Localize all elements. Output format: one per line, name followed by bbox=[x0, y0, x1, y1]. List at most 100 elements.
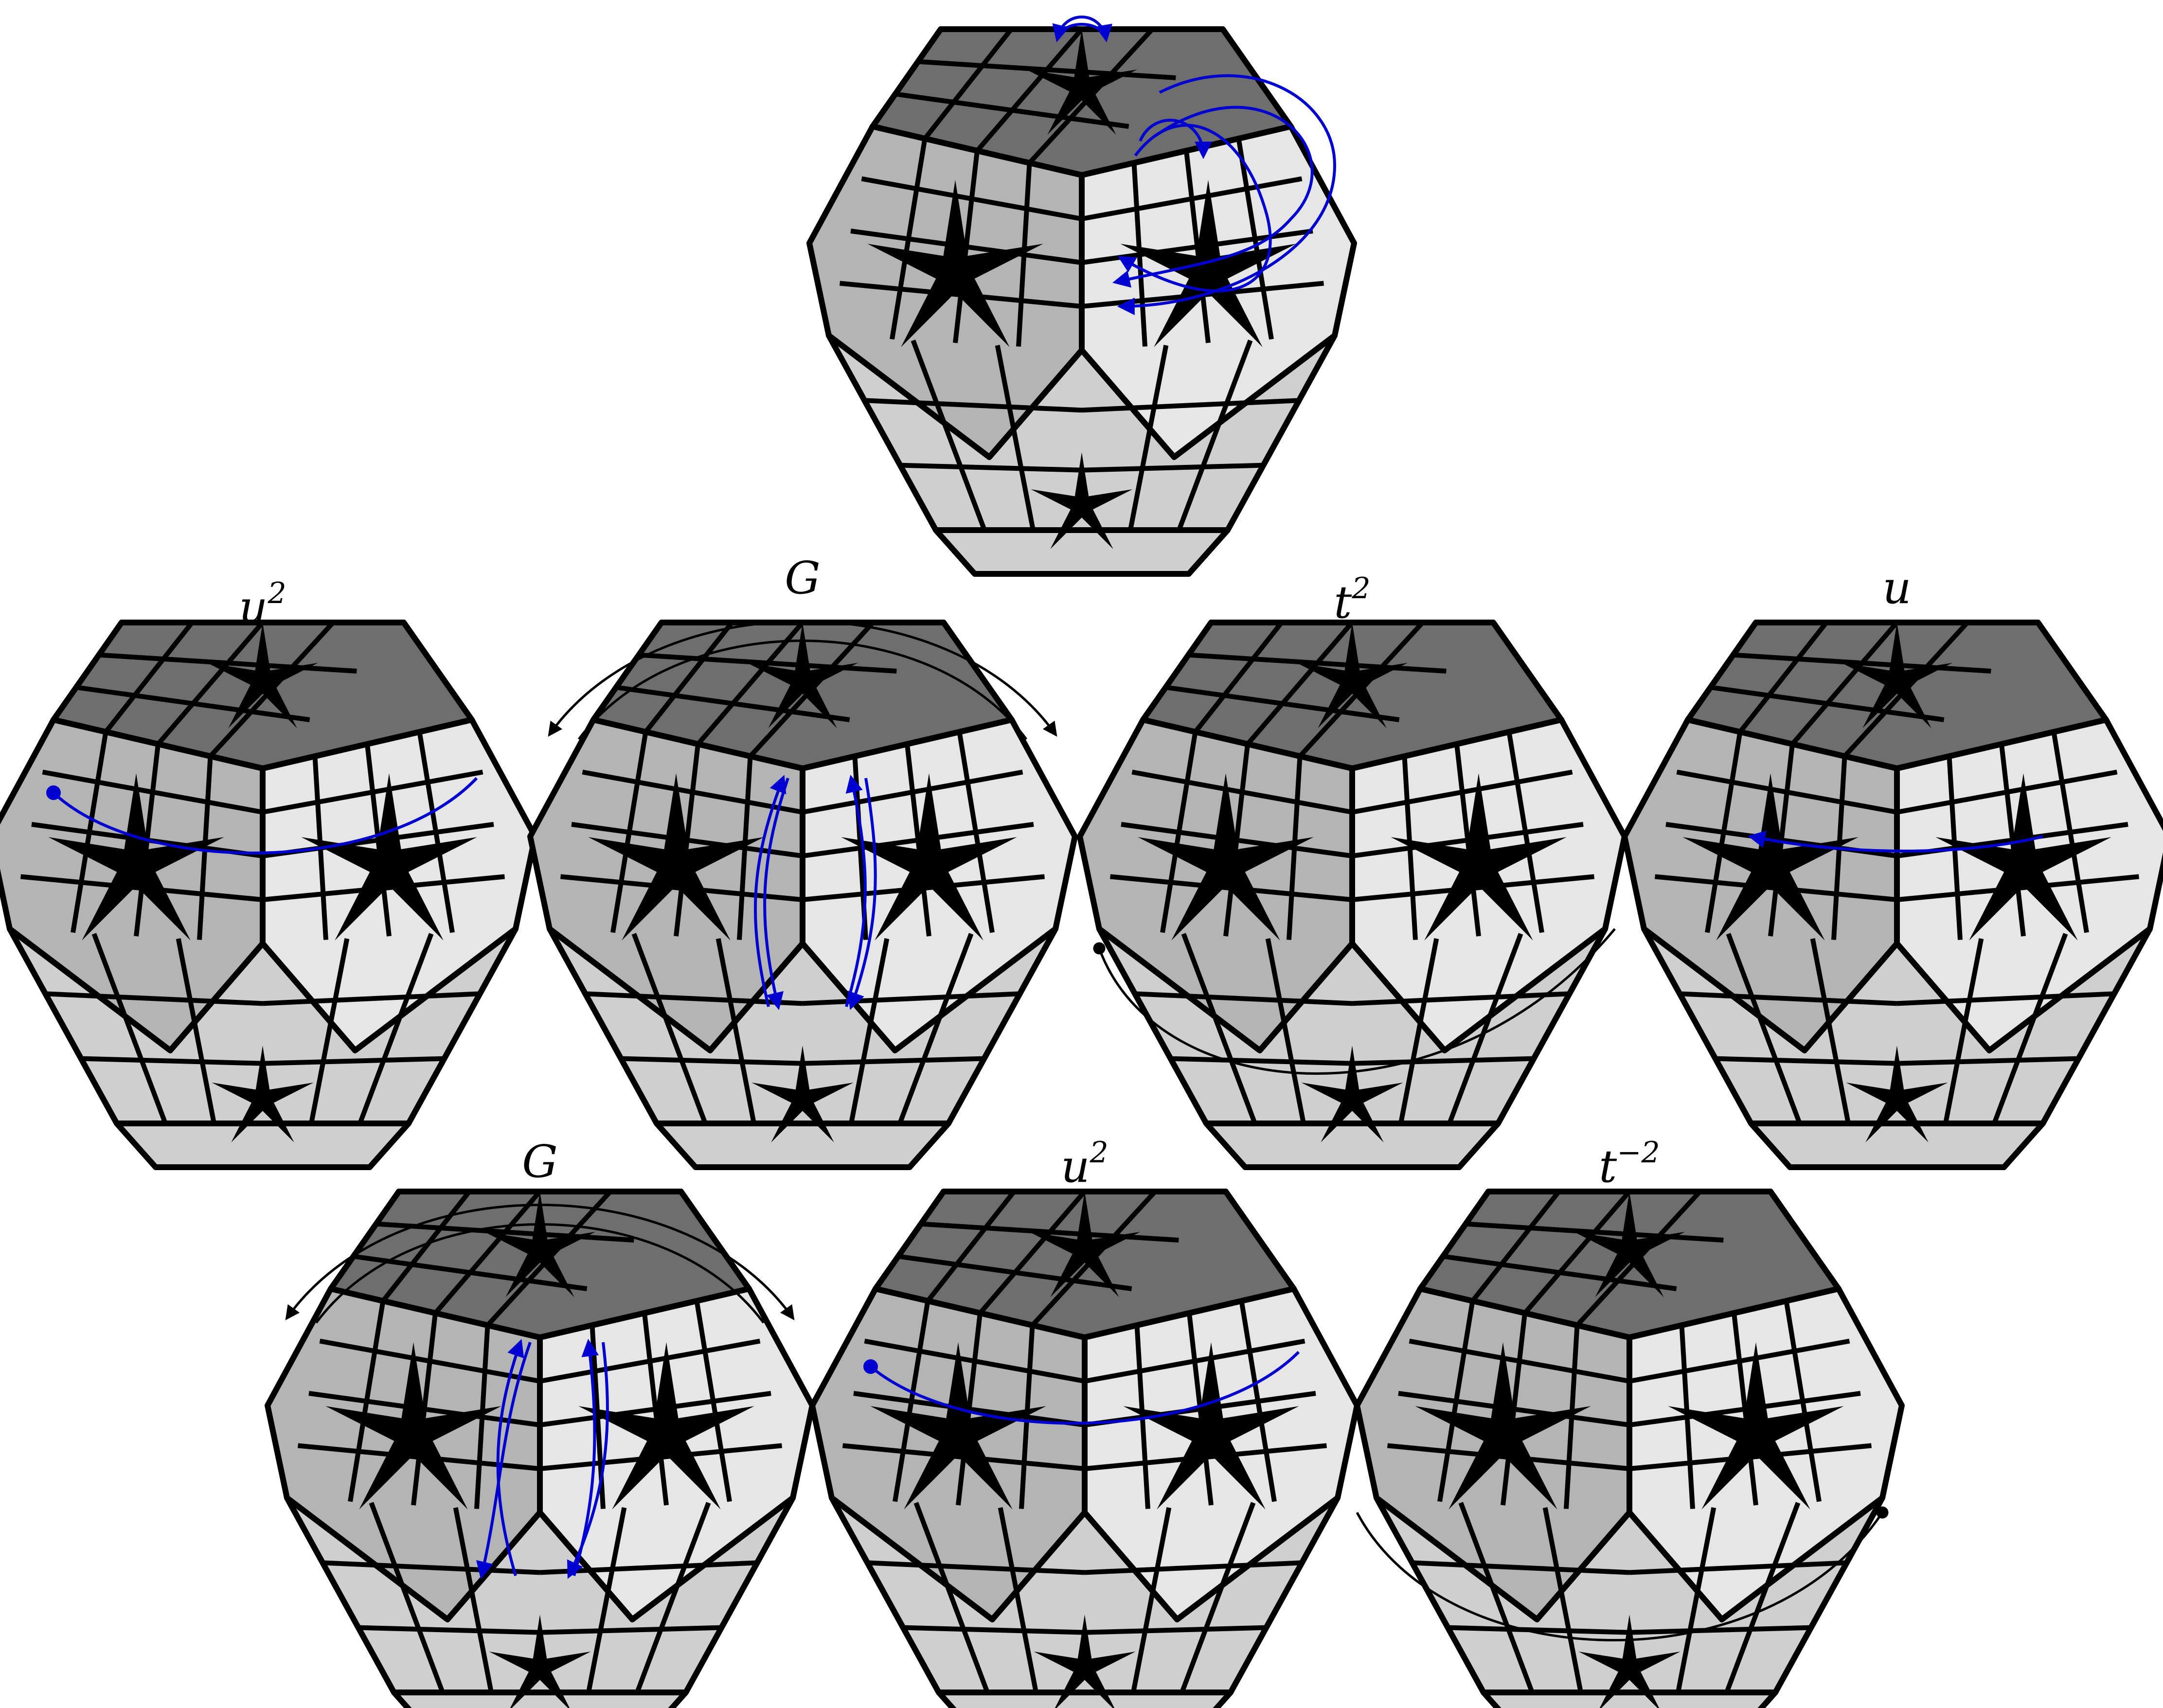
facelet-edge bbox=[353, 1254, 588, 1291]
left-center-star bbox=[48, 773, 224, 941]
right-center-star bbox=[578, 1342, 754, 1510]
facelet-edge bbox=[911, 339, 987, 531]
facelet-edge bbox=[1676, 769, 1897, 815]
right-center-star bbox=[1123, 1342, 1299, 1510]
bottom-rim-face bbox=[654, 1121, 951, 1170]
left-center-star bbox=[325, 1342, 501, 1510]
facelet-edge bbox=[1081, 463, 1264, 473]
facelet-edge bbox=[1676, 1507, 1716, 1693]
facelet-edge bbox=[715, 938, 756, 1124]
right-center-star bbox=[1391, 773, 1567, 941]
facelet-edge bbox=[99, 652, 357, 674]
facelet-edge bbox=[639, 652, 897, 674]
facelet-edge bbox=[104, 621, 194, 734]
facelet-edge bbox=[975, 27, 1084, 153]
facelet-edge bbox=[358, 1625, 540, 1635]
facelet-edge bbox=[1084, 1560, 1302, 1575]
facelet-edge bbox=[802, 1056, 984, 1066]
facelet-edge bbox=[1084, 1625, 1267, 1635]
facelet-edge bbox=[376, 1221, 634, 1243]
facelet-edge bbox=[1810, 938, 1851, 1124]
right-center-star bbox=[841, 773, 1017, 941]
facelet-edge bbox=[1181, 933, 1257, 1124]
facelet-edge bbox=[1470, 1190, 1561, 1303]
bottom-rim-face bbox=[1748, 1121, 2046, 1170]
facelet-edge bbox=[539, 1625, 722, 1635]
bottom-center-star bbox=[1578, 1615, 1680, 1708]
left-center-star bbox=[1682, 773, 1859, 941]
facelet-edge bbox=[369, 1502, 445, 1693]
facelet-edge bbox=[1398, 1391, 1630, 1427]
bottom-rim-face bbox=[933, 527, 1231, 577]
facelet-edge bbox=[1790, 621, 1899, 746]
facelet-edge bbox=[850, 229, 1082, 265]
facelet-edge bbox=[1409, 1338, 1630, 1384]
facelet-edge bbox=[1896, 991, 2114, 1006]
move-label: u bbox=[1882, 562, 1911, 614]
facelet-edge bbox=[897, 1254, 1132, 1291]
top-center-star bbox=[1841, 623, 1953, 729]
facelet-edge bbox=[1629, 1338, 1850, 1384]
facelet-edge bbox=[1738, 621, 1828, 734]
panel-step-6: u2 bbox=[809, 1136, 1360, 1708]
facelet-edge bbox=[1165, 685, 1400, 722]
facelet-edge bbox=[1458, 1502, 1535, 1693]
move-label: t−2 bbox=[1599, 1136, 1660, 1192]
facelet-edge bbox=[571, 822, 803, 858]
top-center-star bbox=[1029, 1192, 1141, 1298]
u-slice-arrow bbox=[863, 1351, 1300, 1425]
facelet-edge bbox=[262, 769, 483, 815]
facelet-edge bbox=[802, 769, 1023, 815]
facelet-edge bbox=[897, 933, 974, 1124]
facelet-edge bbox=[75, 685, 310, 722]
facelet-edge bbox=[1128, 345, 1169, 531]
facelet-edge bbox=[921, 1221, 1179, 1243]
facelet-edge bbox=[802, 991, 1020, 1006]
facelet-edge bbox=[1724, 1502, 1801, 1693]
facelet-edge bbox=[1352, 769, 1573, 815]
right-center-star bbox=[1120, 180, 1296, 347]
left-center-star bbox=[588, 773, 764, 941]
u-short-arrow bbox=[1747, 830, 2043, 853]
bottom-center-star bbox=[1846, 1046, 1948, 1142]
t-turn-arrow bbox=[1093, 928, 1616, 1075]
facelet-edge bbox=[644, 621, 734, 734]
facelet-edge bbox=[262, 991, 480, 1006]
top-center-star bbox=[1026, 29, 1138, 135]
G-rotation-arrows bbox=[548, 620, 1057, 1011]
facelet-edge bbox=[903, 1625, 1085, 1635]
facelet-edge bbox=[1629, 1560, 1847, 1575]
facelet-edge bbox=[802, 822, 1034, 858]
facelet-edge bbox=[586, 1507, 627, 1693]
facelet-edge bbox=[319, 1338, 540, 1384]
facelet-edge bbox=[1896, 769, 2118, 815]
facelet-edge bbox=[1352, 991, 1570, 1006]
move-label: G bbox=[522, 1136, 558, 1188]
facelet-edge bbox=[900, 463, 1082, 473]
facelet-edge bbox=[1265, 938, 1306, 1124]
facelet-edge bbox=[1542, 1507, 1583, 1693]
u-slice-arrow bbox=[46, 777, 478, 854]
facelet-edge bbox=[1131, 769, 1353, 815]
facelet-edge bbox=[1084, 1338, 1305, 1384]
facelet-edge bbox=[1121, 822, 1353, 858]
panel-step-3: t2 bbox=[1077, 571, 1627, 1170]
bottom-center-star bbox=[1034, 1615, 1136, 1708]
right-center-star bbox=[1935, 773, 2111, 941]
megaminx-puzzle bbox=[1077, 620, 1627, 1170]
facelet-edge bbox=[1081, 176, 1303, 221]
facelet-edge bbox=[42, 769, 263, 815]
megaminx-puzzle bbox=[0, 620, 538, 1170]
facelet-edge bbox=[1412, 1560, 1630, 1575]
bottom-rim-face bbox=[114, 1121, 411, 1170]
bottom-center-star bbox=[1031, 452, 1133, 549]
facelet-edge bbox=[1726, 933, 1802, 1124]
facelet-edge bbox=[621, 1056, 803, 1066]
facelet-edge bbox=[1170, 1056, 1353, 1066]
facelet-edge bbox=[358, 933, 434, 1124]
facelet-edge bbox=[1180, 1502, 1256, 1693]
move-label: G bbox=[785, 552, 821, 604]
top-center-star bbox=[484, 1192, 596, 1298]
facelet-edge bbox=[913, 1502, 990, 1693]
